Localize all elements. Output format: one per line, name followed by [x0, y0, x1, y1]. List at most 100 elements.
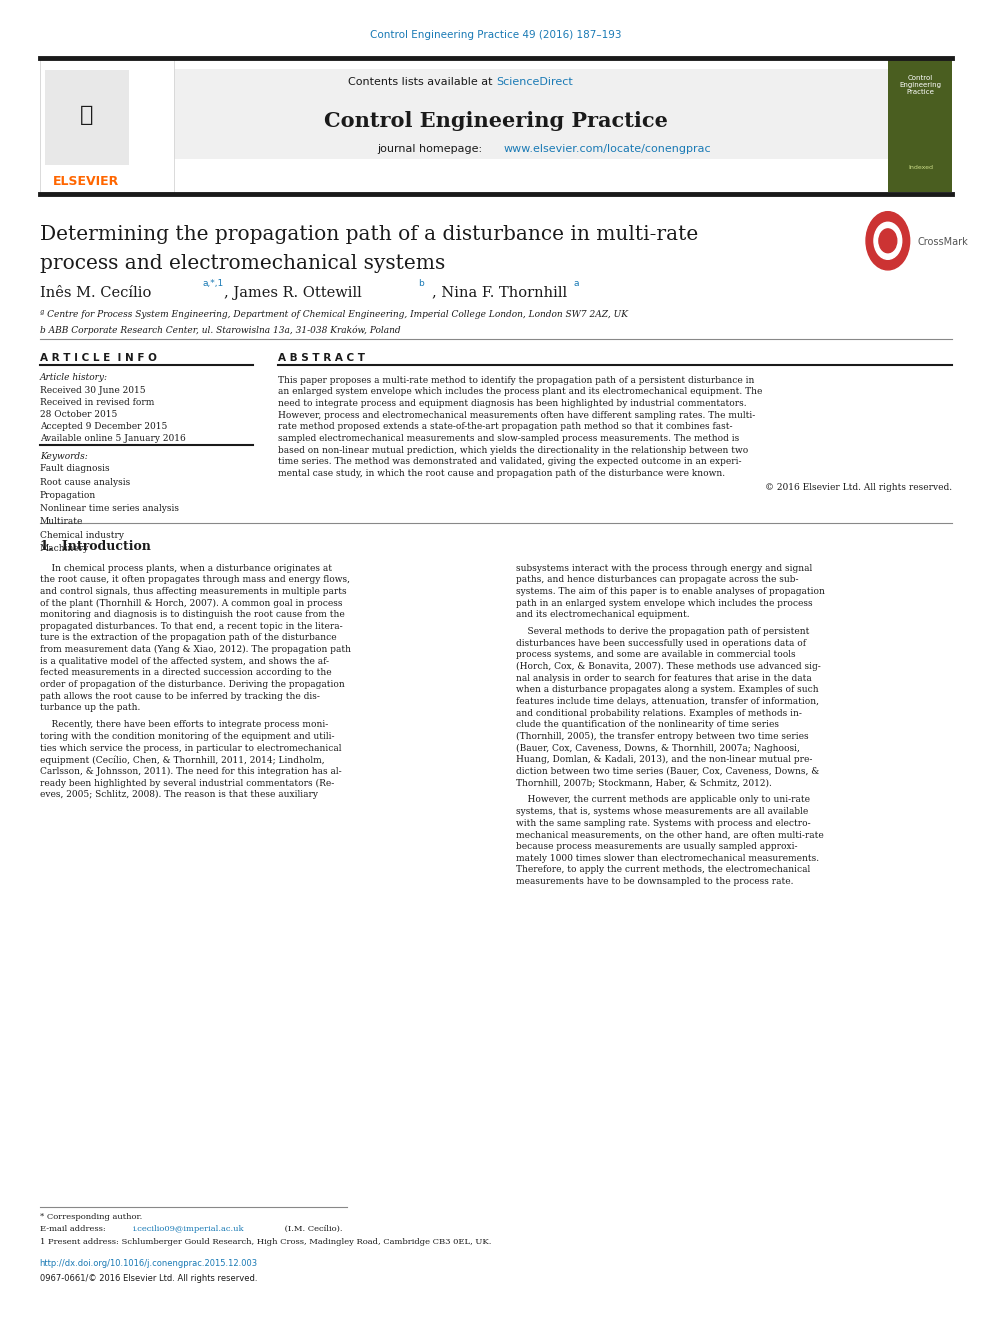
Text: However, process and electromechanical measurements often have different samplin: However, process and electromechanical m…: [278, 410, 755, 419]
Text: paths, and hence disturbances can propagate across the sub-: paths, and hence disturbances can propag…: [516, 576, 799, 585]
Text: http://dx.doi.org/10.1016/j.conengprac.2015.12.003: http://dx.doi.org/10.1016/j.conengprac.2…: [40, 1259, 258, 1269]
FancyBboxPatch shape: [45, 70, 129, 165]
FancyBboxPatch shape: [40, 69, 888, 159]
Text: A B S T R A C T: A B S T R A C T: [278, 353, 365, 364]
Text: an enlarged system envelope which includes the process plant and its electromech: an enlarged system envelope which includ…: [278, 388, 762, 397]
Text: Control Engineering Practice 49 (2016) 187–193: Control Engineering Practice 49 (2016) 1…: [370, 30, 622, 41]
Text: www.elsevier.com/locate/conengprac: www.elsevier.com/locate/conengprac: [504, 144, 711, 155]
Text: mately 1000 times slower than electromechanical measurements.: mately 1000 times slower than electromec…: [516, 853, 819, 863]
Text: sampled electromechanical measurements and slow-sampled process measurements. Th: sampled electromechanical measurements a…: [278, 434, 739, 443]
Text: with the same sampling rate. Systems with process and electro-: with the same sampling rate. Systems wit…: [516, 819, 810, 828]
Text: Root cause analysis: Root cause analysis: [40, 478, 130, 487]
Text: clude the quantification of the nonlinearity of time series: clude the quantification of the nonlinea…: [516, 720, 779, 729]
Text: b: b: [418, 279, 424, 288]
Text: toring with the condition monitoring of the equipment and utili-: toring with the condition monitoring of …: [40, 732, 334, 741]
Text: , Nina F. Thornhill: , Nina F. Thornhill: [432, 286, 566, 300]
Text: process systems, and some are available in commercial tools: process systems, and some are available …: [516, 651, 796, 659]
Text: 1 Present address: Schlumberger Gould Research, High Cross, Madingley Road, Camb: 1 Present address: Schlumberger Gould Re…: [40, 1238, 491, 1246]
Text: A R T I C L E  I N F O: A R T I C L E I N F O: [40, 353, 157, 364]
Text: This paper proposes a multi-rate method to identify the propagation path of a pe: This paper proposes a multi-rate method …: [278, 376, 754, 385]
Text: Accepted 9 December 2015: Accepted 9 December 2015: [40, 422, 167, 431]
Text: Machinery: Machinery: [40, 544, 89, 553]
Text: b ABB Corporate Research Center, ul. Starowislna 13a, 31-038 Kraków, Poland: b ABB Corporate Research Center, ul. Sta…: [40, 325, 401, 335]
Text: is a qualitative model of the affected system, and shows the af-: is a qualitative model of the affected s…: [40, 656, 328, 665]
Text: nal analysis in order to search for features that arise in the data: nal analysis in order to search for feat…: [516, 673, 811, 683]
Text: Carlsson, & Johnsson, 2011). The need for this integration has al-: Carlsson, & Johnsson, 2011). The need fo…: [40, 767, 341, 775]
Text: features include time delays, attenuation, transfer of information,: features include time delays, attenuatio…: [516, 697, 818, 706]
Text: However, the current methods are applicable only to uni-rate: However, the current methods are applica…: [516, 795, 809, 804]
Text: Received 30 June 2015: Received 30 June 2015: [40, 386, 145, 396]
Text: ture is the extraction of the propagation path of the disturbance: ture is the extraction of the propagatio…: [40, 634, 336, 643]
Text: mechanical measurements, on the other hand, are often multi-rate: mechanical measurements, on the other ha…: [516, 831, 823, 839]
Text: systems, that is, systems whose measurements are all available: systems, that is, systems whose measurem…: [516, 807, 808, 816]
Text: journal homepage:: journal homepage:: [377, 144, 486, 155]
Text: Huang, Domlan, & Kadali, 2013), and the non-linear mutual pre-: Huang, Domlan, & Kadali, 2013), and the …: [516, 755, 812, 765]
Text: Available online 5 January 2016: Available online 5 January 2016: [40, 434, 186, 443]
Text: when a disturbance propagates along a system. Examples of such: when a disturbance propagates along a sy…: [516, 685, 818, 695]
Text: Nonlinear time series analysis: Nonlinear time series analysis: [40, 504, 179, 513]
Text: path in an enlarged system envelope which includes the process: path in an enlarged system envelope whic…: [516, 598, 812, 607]
Text: fected measurements in a directed succession according to the: fected measurements in a directed succes…: [40, 668, 331, 677]
Text: Control
Engineering
Practice: Control Engineering Practice: [900, 75, 941, 95]
Text: propagated disturbances. To that end, a recent topic in the litera-: propagated disturbances. To that end, a …: [40, 622, 342, 631]
Text: CrossMark: CrossMark: [918, 237, 968, 247]
Text: (Thornhill, 2005), the transfer entropy between two time series: (Thornhill, 2005), the transfer entropy …: [516, 732, 808, 741]
FancyBboxPatch shape: [40, 58, 174, 192]
Text: because process measurements are usually sampled approxi-: because process measurements are usually…: [516, 841, 798, 851]
Text: measurements have to be downsampled to the process rate.: measurements have to be downsampled to t…: [516, 877, 794, 886]
Text: ties which service the process, in particular to electromechanical: ties which service the process, in parti…: [40, 744, 341, 753]
Text: Multirate: Multirate: [40, 517, 83, 527]
Text: Thornhill, 2007b; Stockmann, Haber, & Schmitz, 2012).: Thornhill, 2007b; Stockmann, Haber, & Sc…: [516, 778, 772, 787]
Text: disturbances have been successfully used in operations data of: disturbances have been successfully used…: [516, 639, 806, 648]
Text: Inês M. Cecílio: Inês M. Cecílio: [40, 286, 151, 300]
Text: eves, 2005; Schlitz, 2008). The reason is that these auxiliary: eves, 2005; Schlitz, 2008). The reason i…: [40, 790, 317, 799]
Text: Propagation: Propagation: [40, 491, 96, 500]
Circle shape: [866, 212, 910, 270]
Text: 1.  Introduction: 1. Introduction: [40, 540, 151, 553]
Text: (I.M. Cecílio).: (I.M. Cecílio).: [282, 1225, 342, 1233]
Text: i.cecilio09@imperial.ac.uk: i.cecilio09@imperial.ac.uk: [133, 1225, 245, 1233]
Text: based on non-linear mutual prediction, which yields the directionality in the re: based on non-linear mutual prediction, w…: [278, 446, 748, 455]
Text: turbance up the path.: turbance up the path.: [40, 704, 140, 712]
Text: 28 October 2015: 28 October 2015: [40, 410, 117, 419]
Text: Several methods to derive the propagation path of persistent: Several methods to derive the propagatio…: [516, 627, 809, 636]
Text: (Bauer, Cox, Caveness, Downs, & Thornhill, 2007a; Naghoosi,: (Bauer, Cox, Caveness, Downs, & Thornhil…: [516, 744, 800, 753]
Text: systems. The aim of this paper is to enable analyses of propagation: systems. The aim of this paper is to ena…: [516, 587, 824, 595]
Text: ª Centre for Process System Engineering, Department of Chemical Engineering, Imp: ª Centre for Process System Engineering,…: [40, 310, 628, 319]
Text: Contents lists available at: Contents lists available at: [348, 77, 496, 87]
Text: rate method proposed extends a state-of-the-art propagation path method so that : rate method proposed extends a state-of-…: [278, 422, 732, 431]
Text: Article history:: Article history:: [40, 373, 108, 382]
Text: need to integrate process and equipment diagnosis has been highlighted by indust: need to integrate process and equipment …: [278, 400, 746, 407]
Text: * Corresponding author.: * Corresponding author.: [40, 1213, 142, 1221]
Text: subsystems interact with the process through energy and signal: subsystems interact with the process thr…: [516, 564, 812, 573]
Text: ready been highlighted by several industrial commentators (Re-: ready been highlighted by several indust…: [40, 778, 334, 787]
Text: from measurement data (Yang & Xiao, 2012). The propagation path: from measurement data (Yang & Xiao, 2012…: [40, 646, 351, 654]
Text: and control signals, thus affecting measurements in multiple parts: and control signals, thus affecting meas…: [40, 587, 346, 595]
Text: © 2016 Elsevier Ltd. All rights reserved.: © 2016 Elsevier Ltd. All rights reserved…: [765, 483, 952, 492]
Text: Keywords:: Keywords:: [40, 452, 87, 462]
Text: the root cause, it often propagates through mass and energy flows,: the root cause, it often propagates thro…: [40, 576, 349, 585]
FancyBboxPatch shape: [888, 58, 952, 192]
Text: , James R. Ottewill: , James R. Ottewill: [224, 286, 362, 300]
Text: 0967-0661/© 2016 Elsevier Ltd. All rights reserved.: 0967-0661/© 2016 Elsevier Ltd. All right…: [40, 1274, 257, 1283]
Text: (Horch, Cox, & Bonavita, 2007). These methods use advanced sig-: (Horch, Cox, & Bonavita, 2007). These me…: [516, 662, 820, 671]
Text: time series. The method was demonstrated and validated, giving the expected outc: time series. The method was demonstrated…: [278, 458, 741, 466]
Text: and conditional probability relations. Examples of methods in-: and conditional probability relations. E…: [516, 709, 802, 717]
Text: Received in revised form: Received in revised form: [40, 398, 154, 407]
Text: and its electromechanical equipment.: and its electromechanical equipment.: [516, 610, 689, 619]
Text: Determining the propagation path of a disturbance in multi-rate: Determining the propagation path of a di…: [40, 225, 698, 243]
Text: ELSEVIER: ELSEVIER: [54, 175, 119, 188]
Text: process and electromechanical systems: process and electromechanical systems: [40, 254, 445, 273]
Text: mental case study, in which the root cause and propagation path of the disturban: mental case study, in which the root cau…: [278, 468, 725, 478]
Text: a: a: [573, 279, 579, 288]
Text: diction between two time series (Bauer, Cox, Caveness, Downs, &: diction between two time series (Bauer, …: [516, 767, 819, 775]
Text: E-mail address:: E-mail address:: [40, 1225, 108, 1233]
Text: 🌳: 🌳: [79, 105, 93, 124]
Text: Indexed: Indexed: [908, 165, 933, 171]
Text: Chemical industry: Chemical industry: [40, 531, 124, 540]
Text: Control Engineering Practice: Control Engineering Practice: [324, 111, 668, 131]
Text: of the plant (Thornhill & Horch, 2007). A common goal in process: of the plant (Thornhill & Horch, 2007). …: [40, 598, 342, 607]
Text: path allows the root cause to be inferred by tracking the dis-: path allows the root cause to be inferre…: [40, 692, 319, 701]
Text: Recently, there have been efforts to integrate process moni-: Recently, there have been efforts to int…: [40, 720, 328, 729]
Text: equipment (Cecílio, Chen, & Thornhill, 2011, 2014; Lindholm,: equipment (Cecílio, Chen, & Thornhill, 2…: [40, 755, 324, 765]
